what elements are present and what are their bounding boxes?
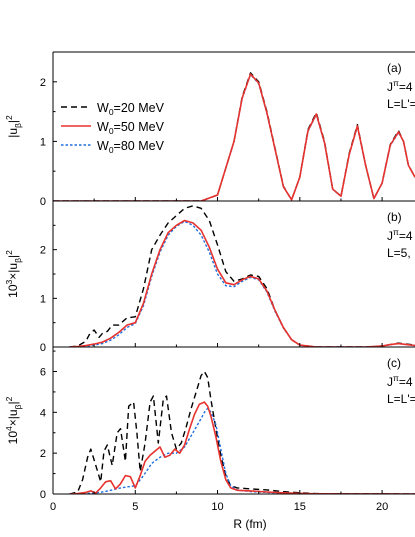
panel-annotation-b-1: L=5, bbox=[387, 246, 411, 260]
x-tick-label-2: 10 bbox=[211, 501, 223, 513]
panel-label-a: (a) bbox=[387, 61, 402, 75]
y-axis-label-b: 103×|uβ|2 bbox=[4, 250, 23, 298]
y-tick-label-b-2: 2 bbox=[40, 245, 46, 257]
panel-annotation-a-0: Jπ=4 bbox=[387, 78, 413, 94]
x-axis-label: R (fm) bbox=[233, 517, 266, 531]
panel-a: 0 1 2 |uβ|2 (a) Jπ=4 L=L'= bbox=[4, 51, 415, 208]
panel-annotation-a-1: L=L'= bbox=[387, 97, 415, 111]
y-tick-label-a-2: 2 bbox=[40, 77, 46, 89]
series-line-b-2 bbox=[69, 219, 415, 347]
series-line-a-2 bbox=[53, 73, 415, 201]
legend: W0=20 MeV W0=50 MeV W0=80 MeV bbox=[61, 101, 165, 155]
panel-c: 0 2 4 6 104×|uβ|2 (c) Jπ=4 L=L'= bbox=[4, 346, 415, 501]
panel-label-b: (b) bbox=[387, 210, 402, 224]
y-tick-label-c-0: 0 bbox=[40, 489, 46, 501]
x-tick-label-0: 0 bbox=[50, 501, 56, 513]
panel-annotation-b-0: Jπ=4 bbox=[387, 227, 413, 243]
x-tick-label-1: 5 bbox=[132, 501, 138, 513]
series-line-c-1 bbox=[69, 370, 415, 494]
legend-label-2: W0=50 MeV bbox=[97, 120, 165, 136]
legend-label-1: W0=20 MeV bbox=[97, 101, 165, 117]
y-tick-label-a-1: 1 bbox=[40, 136, 46, 148]
y-axis-label-a: |uβ|2 bbox=[4, 115, 23, 138]
panel-label-c: (c) bbox=[387, 356, 401, 370]
x-tick-label-4: 20 bbox=[376, 501, 388, 513]
y-axis-label-c: 104×|uβ|2 bbox=[4, 396, 23, 444]
y-tick-label-b-0: 0 bbox=[40, 342, 46, 354]
y-tick-label-a-0: 0 bbox=[40, 196, 46, 208]
x-tick-label-3: 15 bbox=[294, 501, 306, 513]
panel-annotation-c-0: Jπ=4 bbox=[387, 373, 413, 389]
y-tick-label-c-2: 4 bbox=[40, 407, 46, 419]
y-tick-label-c-1: 2 bbox=[40, 448, 46, 460]
panel-annotation-c-1: L=L'= bbox=[387, 392, 415, 406]
y-tick-label-b-1: 1 bbox=[40, 293, 46, 305]
y-tick-label-c-3: 6 bbox=[40, 367, 46, 379]
series-line-c-2 bbox=[69, 401, 415, 494]
legend-label-3: W0=80 MeV bbox=[97, 139, 165, 155]
